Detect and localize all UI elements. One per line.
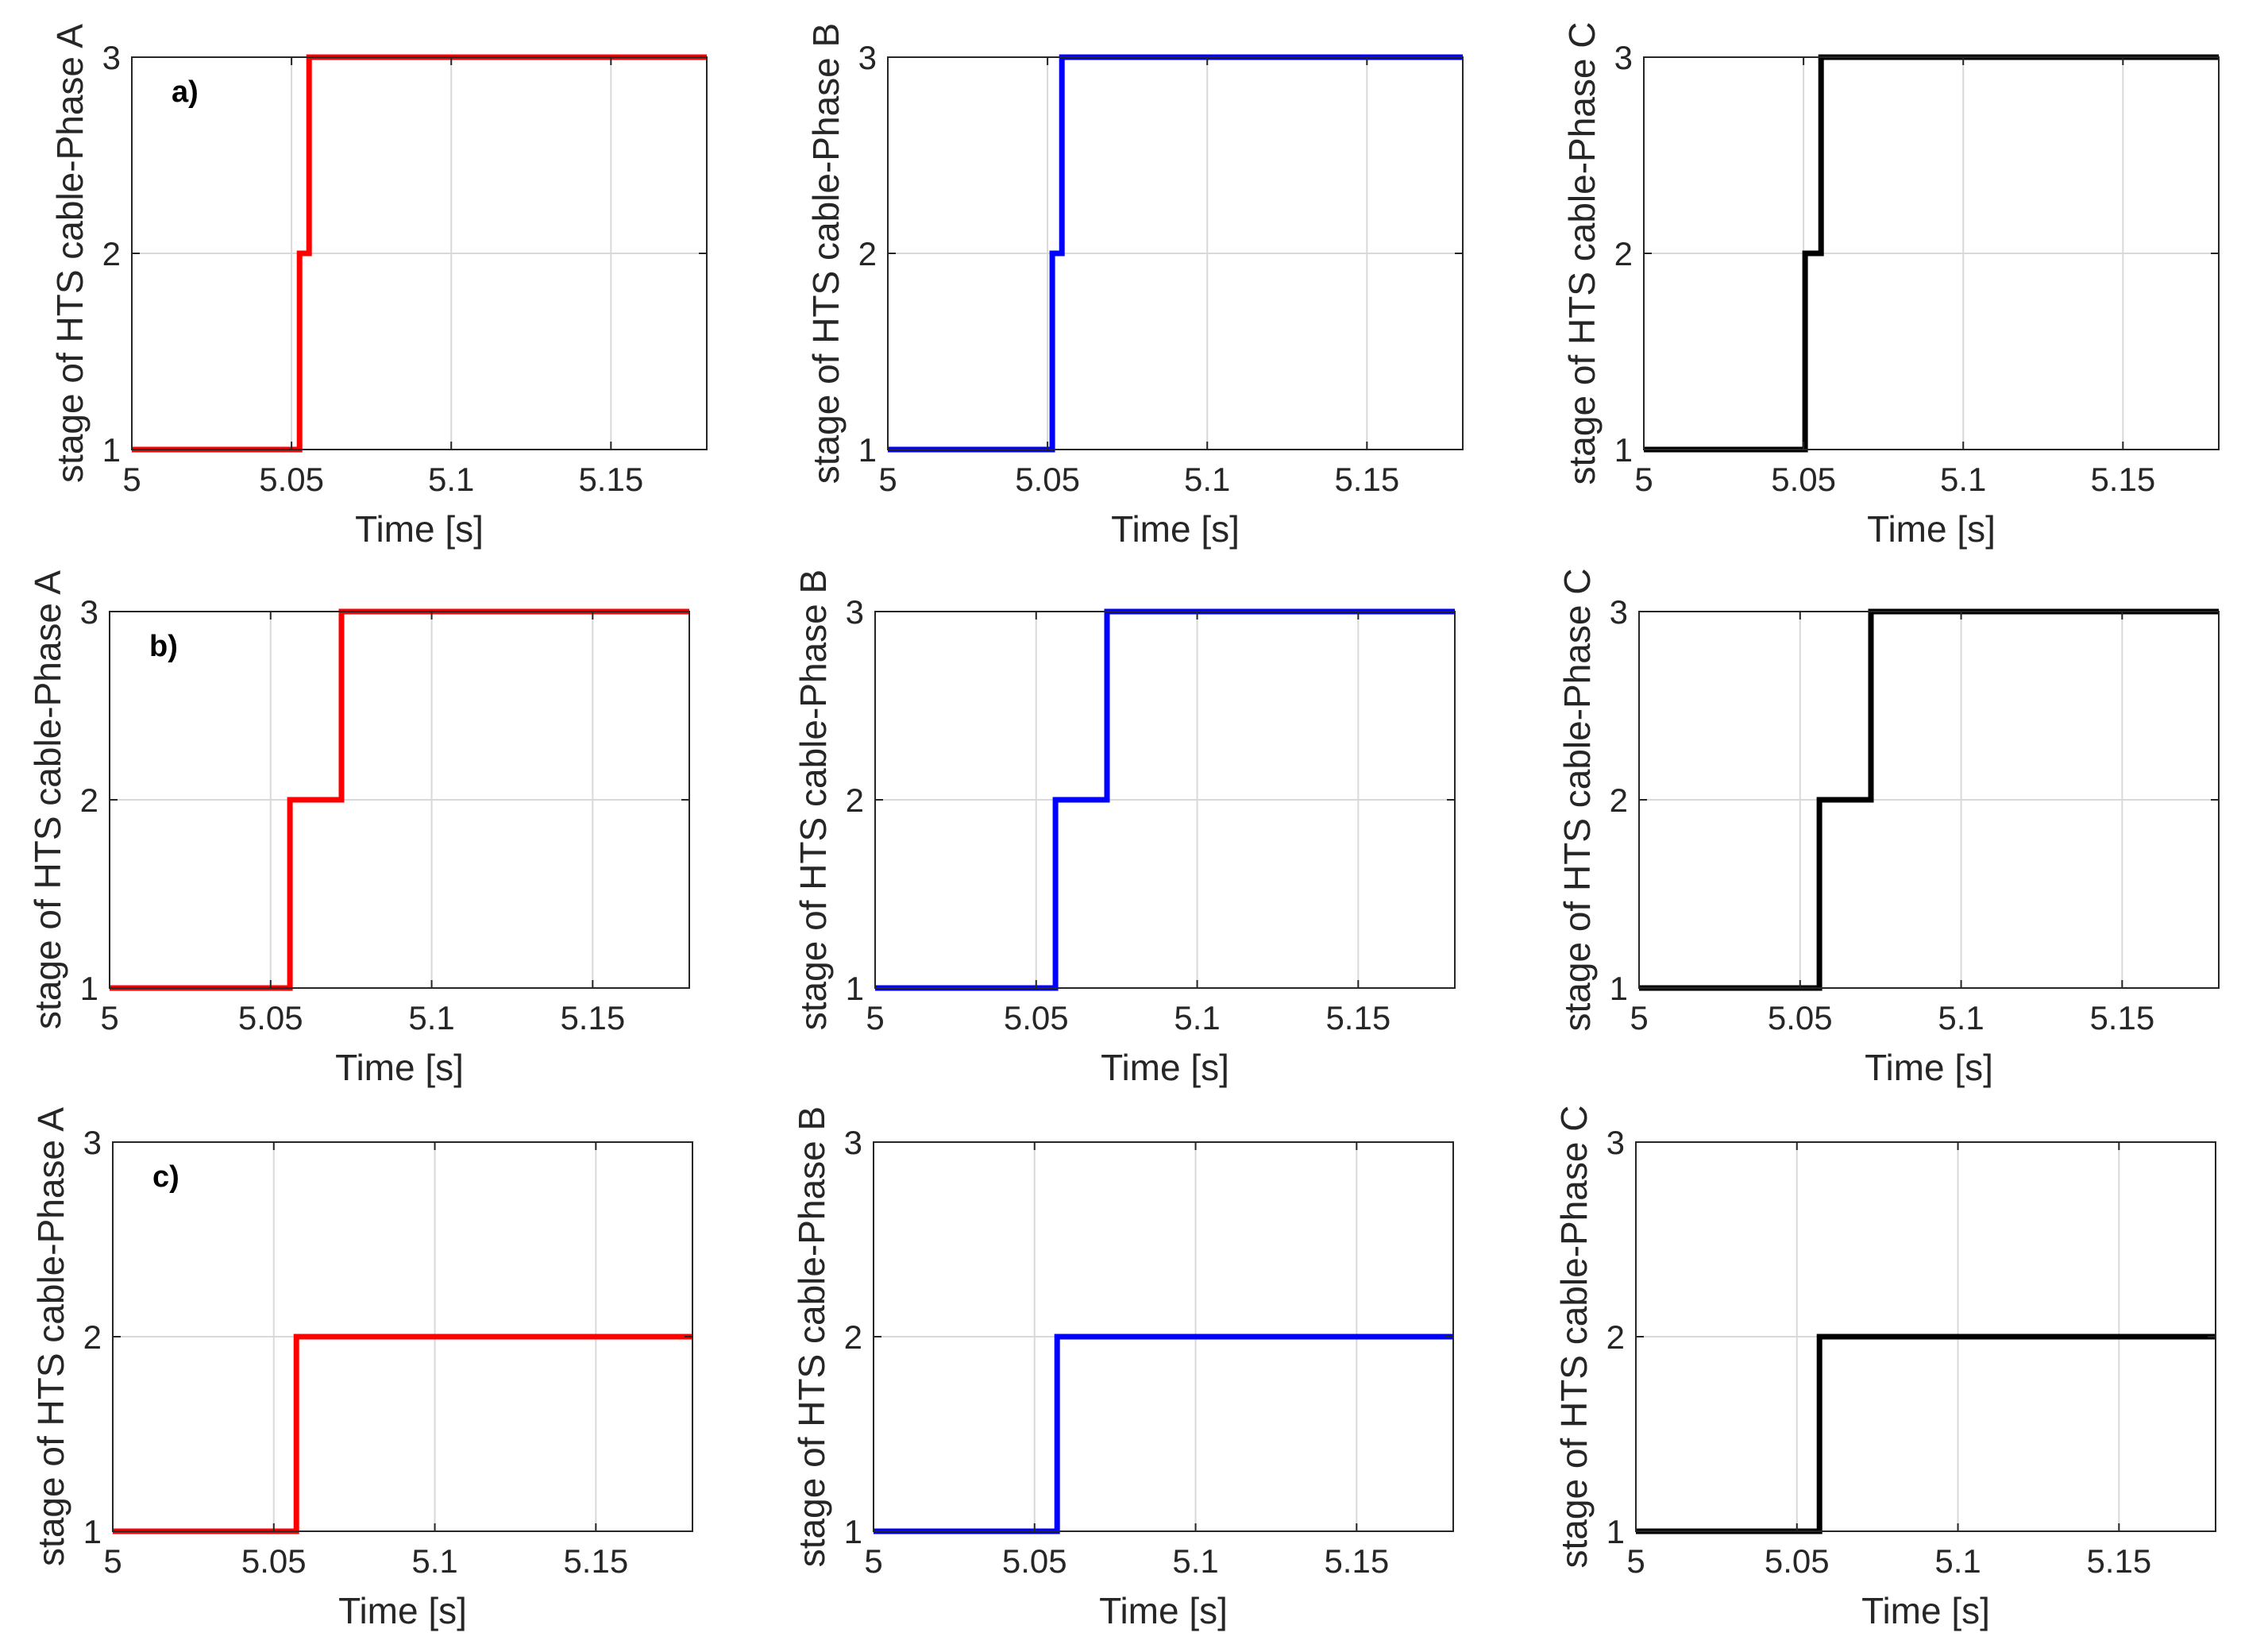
y-tick-label: 3 [1614,39,1633,76]
panel-label: a) [172,75,199,109]
y-axis-label: stage of HTS cable-Phase A [49,24,91,483]
y-tick-label: 3 [858,39,877,76]
chart-panel-a-2: 5 5.05 5.1 5.15 1 2 3 Time [s] stage of HTS cabl… [805,23,1464,550]
x-tick-label: 5 [864,1542,882,1580]
y-axis-label: stage of HTS cable-Phase B [805,23,847,484]
x-tick-label: 5.1 [1938,999,1984,1036]
x-axis-label: Time [s] [338,1590,467,1631]
x-tick-label: 5.15 [578,461,643,498]
x-tick-label: 5.1 [1934,1542,1981,1580]
y-axis-label: stage of HTS cable-Phase C [1561,22,1603,485]
x-axis-label: Time [s] [1101,1047,1229,1088]
x-axis-label: Time [s] [335,1047,464,1088]
y-tick-label: 3 [846,593,864,631]
panel-label: c) [152,1160,179,1194]
x-tick-label: 5.15 [2086,1542,2151,1580]
y-axis-label: stage of HTS cable-Phase C [1553,1106,1595,1569]
y-tick-label: 3 [83,1124,102,1161]
chart-panel-b-2: 5 5.05 5.1 5.15 1 2 3 Time [s] stage of HTS cabl… [793,569,1456,1088]
y-tick-label: 1 [102,431,121,469]
x-tick-label: 5.05 [1002,1542,1067,1580]
x-tick-label: 5.15 [1324,1542,1389,1580]
y-axis-label: stage of HTS cable-Phase C [1556,569,1598,1032]
y-tick-label: 2 [1614,235,1633,272]
chart-panel-b-1: 5 5.05 5.1 5.15 1 2 3 Time [s] stage of HTS cabl… [27,570,690,1088]
x-tick-label: 5.05 [1771,461,1836,498]
panel-label: b) [149,630,178,663]
x-tick-label: 5.05 [1015,461,1080,498]
x-axis-label: Time [s] [1861,1590,1990,1631]
x-tick-label: 5.05 [1004,999,1069,1036]
y-tick-label: 3 [1610,593,1628,631]
x-tick-label: 5 [866,999,884,1036]
x-axis-label: Time [s] [1111,508,1240,550]
y-axis-label: stage of HTS cable-Phase A [30,1107,71,1566]
x-tick-label: 5.15 [2090,461,2155,498]
y-axis-label: stage of HTS cable-Phase B [791,1106,832,1567]
y-tick-label: 1 [844,1513,862,1550]
y-tick-label: 2 [844,1318,862,1356]
x-tick-label: 5.05 [241,1542,307,1580]
x-tick-label: 5.15 [560,999,625,1036]
x-axis-label: Time [s] [1099,1590,1228,1631]
x-tick-label: 5.05 [259,461,324,498]
x-axis-label: Time [s] [1865,1047,1993,1088]
chart-panel-c-3: 5 5.05 5.1 5.15 1 2 3 Time [s] stage of HTS cabl… [1553,1106,2216,1631]
y-tick-label: 1 [80,970,98,1007]
x-axis-label: Time [s] [1867,508,1996,550]
x-axis-label: Time [s] [355,508,484,550]
x-tick-label: 5.1 [411,1542,457,1580]
y-tick-label: 2 [858,235,877,272]
x-tick-label: 5.1 [408,999,454,1036]
y-tick-label: 3 [102,39,121,76]
y-tick-label: 1 [846,970,864,1007]
x-tick-label: 5.1 [1174,999,1220,1036]
x-tick-label: 5.15 [563,1542,628,1580]
chart-panel-a-1: 5 5.05 5.1 5.15 1 2 3 Time [s] stage of HTS cabl… [49,24,708,550]
y-axis-label: stage of HTS cable-Phase B [793,569,834,1030]
y-tick-label: 1 [1614,431,1633,469]
chart-panel-a-3: 5 5.05 5.1 5.15 1 2 3 Time [s] stage of HTS cabl… [1561,22,2220,550]
chart-panel-c-2: 5 5.05 5.1 5.15 1 2 3 Time [s] stage of HTS cabl… [791,1106,1454,1631]
y-tick-label: 3 [844,1124,862,1161]
x-tick-label: 5.05 [1765,1542,1830,1580]
y-tick-label: 2 [80,782,98,819]
x-tick-label: 5 [878,461,897,498]
y-tick-label: 2 [83,1318,102,1356]
chart-panel-c-1: 5 5.05 5.1 5.15 1 2 3 Time [s] stage of HTS cabl… [30,1107,693,1631]
x-tick-label: 5 [122,461,141,498]
y-tick-label: 2 [846,782,864,819]
y-tick-label: 2 [1610,782,1628,819]
y-tick-label: 3 [80,593,98,631]
y-tick-label: 3 [1606,1124,1625,1161]
x-tick-label: 5.05 [1768,999,1833,1036]
y-tick-label: 1 [1606,1513,1625,1550]
x-tick-label: 5.15 [1334,461,1399,498]
x-tick-label: 5.1 [1172,1542,1218,1580]
y-tick-label: 1 [1610,970,1628,1007]
x-tick-label: 5 [1630,999,1648,1036]
x-tick-label: 5.1 [1940,461,1986,498]
chart-panel-b-3: 5 5.05 5.1 5.15 1 2 3 Time [s] stage of HTS cabl… [1556,569,2220,1088]
x-tick-label: 5 [100,999,118,1036]
x-tick-label: 5.15 [2089,999,2154,1036]
x-tick-label: 5.1 [1184,461,1230,498]
y-axis-label: stage of HTS cable-Phase A [27,570,68,1029]
x-tick-label: 5 [1634,461,1653,498]
y-tick-label: 1 [858,431,877,469]
y-tick-label: 2 [102,235,121,272]
x-tick-label: 5.1 [428,461,474,498]
y-tick-label: 1 [83,1513,102,1550]
x-tick-label: 5.05 [238,999,303,1036]
x-tick-label: 5 [103,1542,122,1580]
y-tick-label: 2 [1606,1318,1625,1356]
x-tick-label: 5.15 [1325,999,1390,1036]
x-tick-label: 5 [1626,1542,1645,1580]
